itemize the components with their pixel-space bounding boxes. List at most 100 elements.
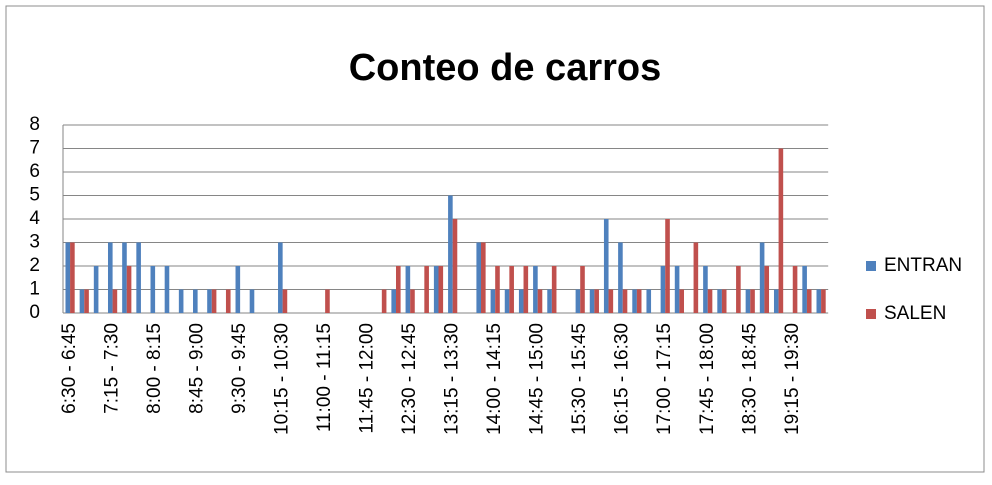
bar [721, 289, 727, 313]
x-tick-label: 17:45 - 18:00 [697, 323, 718, 435]
bar [476, 242, 482, 313]
y-tick-label: 5 [29, 185, 40, 206]
x-tick-label: 11:00 - 11:15 [314, 323, 335, 432]
bar [717, 289, 722, 313]
bar [632, 289, 637, 313]
bar [674, 266, 680, 313]
bar [622, 289, 628, 313]
bar [381, 289, 387, 313]
x-tick-label: 16:15 - 16:30 [612, 323, 633, 435]
bar [792, 266, 798, 313]
bar [802, 266, 807, 313]
x-tick-label: 14:45 - 15:00 [527, 323, 548, 435]
bar [509, 266, 514, 313]
bar [618, 242, 623, 313]
bar [150, 266, 156, 313]
bar [193, 289, 198, 313]
x-tick-label: 9:30 - 9:45 [229, 323, 250, 414]
x-tick-label: 12:30 - 12:45 [399, 323, 420, 435]
legend-label: ENTRAN [884, 255, 962, 276]
bar [547, 289, 552, 313]
bar [660, 266, 666, 313]
bar [821, 289, 826, 313]
bar [391, 289, 396, 313]
bar [278, 242, 283, 313]
x-tick-label: 10:15 - 10:30 [272, 323, 293, 435]
bar [778, 148, 784, 313]
bar [395, 266, 401, 313]
x-tick-label: 14:00 - 14:15 [484, 323, 505, 435]
y-tick-label: 0 [29, 302, 40, 323]
bar [759, 242, 765, 313]
bar [589, 289, 595, 313]
chart-title: Conteo de carros [349, 47, 662, 89]
bar [70, 242, 75, 313]
legend-swatch [866, 309, 876, 319]
bar [816, 289, 822, 313]
x-tick-label: 18:30 - 18:45 [739, 323, 760, 435]
bar [452, 219, 458, 313]
bar [126, 266, 132, 313]
bar [495, 266, 500, 313]
bar [745, 289, 751, 313]
y-tick-label: 1 [29, 279, 40, 300]
bar [65, 242, 71, 313]
bar [410, 289, 415, 313]
bar [136, 242, 141, 313]
y-tick-label: 4 [29, 208, 40, 229]
bar [84, 289, 89, 313]
bar [235, 266, 241, 313]
bar [608, 289, 614, 313]
y-tick-label: 7 [29, 138, 40, 159]
bar [575, 289, 581, 313]
x-tick-label: 17:00 - 17:15 [654, 323, 675, 435]
bar [533, 266, 538, 313]
bar [646, 289, 652, 313]
bar [693, 242, 699, 313]
bar [750, 289, 755, 313]
bar [580, 266, 585, 313]
bar [438, 266, 444, 313]
bar [424, 266, 429, 313]
bar [523, 266, 529, 313]
bar [665, 219, 670, 313]
x-tick-label: 8:00 - 8:15 [144, 323, 165, 414]
x-tick-label: 15:30 - 15:45 [569, 323, 590, 435]
bar [481, 242, 486, 313]
y-tick-label: 3 [29, 232, 40, 253]
legend-swatch [866, 261, 876, 271]
y-tick-label: 6 [29, 161, 40, 182]
bar [707, 289, 713, 313]
bar [249, 289, 255, 313]
chart-border [5, 5, 985, 473]
x-tick-label: 7:15 - 7:30 [102, 323, 123, 414]
bar [211, 289, 217, 313]
bar [79, 289, 85, 313]
y-tick-label: 8 [29, 114, 40, 135]
x-tick-label: 11:45 - 12:00 [357, 323, 378, 434]
bar [405, 266, 411, 313]
bar [504, 289, 510, 313]
bar [325, 289, 330, 313]
bar [806, 289, 812, 313]
bar [594, 289, 599, 313]
bar [537, 289, 543, 313]
bar [636, 289, 642, 313]
bar [736, 266, 741, 313]
bar [448, 195, 453, 313]
x-tick-label: 8:45 - 9:00 [187, 323, 208, 414]
x-tick-label: 6:30 - 6:45 [59, 323, 80, 414]
bar [122, 242, 127, 313]
bar [603, 219, 609, 313]
bar [107, 242, 113, 313]
bar [679, 289, 684, 313]
bar [112, 289, 118, 313]
x-tick-label: 19:15 - 19:30 [782, 323, 803, 435]
bar [433, 266, 439, 313]
bar [225, 289, 231, 313]
bar [164, 266, 170, 313]
bar [703, 266, 708, 313]
bar [178, 289, 184, 313]
x-tick-label: 13:15 - 13:30 [442, 323, 463, 435]
